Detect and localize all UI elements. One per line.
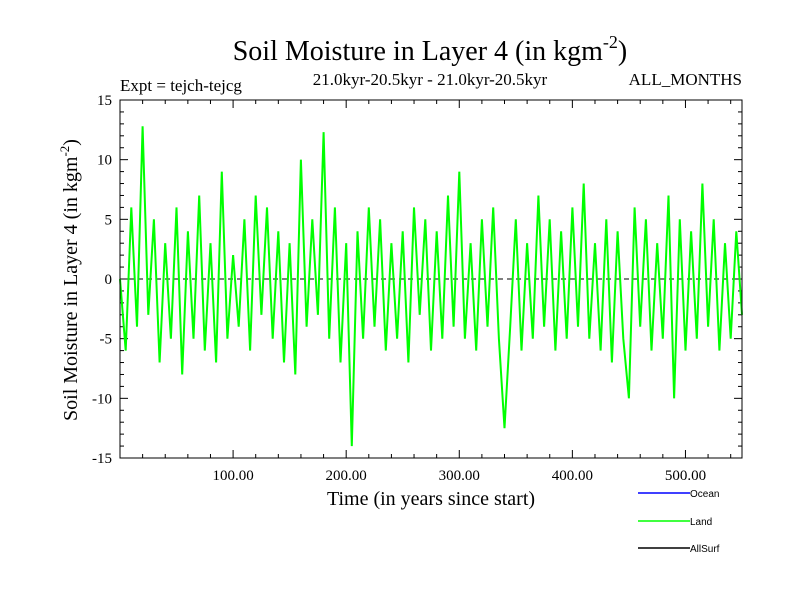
x-axis-ticks: 100.00 200.00 300.00 400.00 500.00 [142,100,732,484]
legend-label-allsurf: AllSurf [690,544,720,555]
months-label: ALL_MONTHS [629,70,742,89]
plot-frame [119,99,743,459]
x-tick-label: 400.00 [552,468,593,484]
y-tick-label: -5 [100,332,113,348]
legend-label-land: Land [690,517,712,528]
x-tick-label: 500.00 [665,468,706,484]
chart-title: Soil Moisture in Layer 4 (in kgm-2) [233,32,628,67]
series-line-land [119,126,743,447]
x-tick-label: 300.00 [439,468,480,484]
y-axis-label: Soil Moisture in Layer 4 (in kgm-2) [57,139,82,421]
x-tick-label: 200.00 [326,468,367,484]
legend: Ocean Land AllSurf [638,489,720,555]
y-tick-label: 10 [97,153,112,169]
y-tick-label: 0 [105,272,113,288]
period-label: 21.0kyr-20.5kyr - 21.0kyr-20.5kyr [313,70,548,89]
y-tick-label: 5 [105,212,113,228]
series-group [119,126,743,447]
x-tick-label: 100.00 [212,468,253,484]
x-axis-label: Time (in years since start) [327,488,535,510]
legend-label-ocean: Ocean [690,489,719,500]
expt-label: Expt = tejch-tejcg [120,76,242,95]
y-tick-label: -10 [92,391,112,407]
y-tick-label: -15 [92,451,112,467]
y-tick-label: 15 [97,93,112,109]
